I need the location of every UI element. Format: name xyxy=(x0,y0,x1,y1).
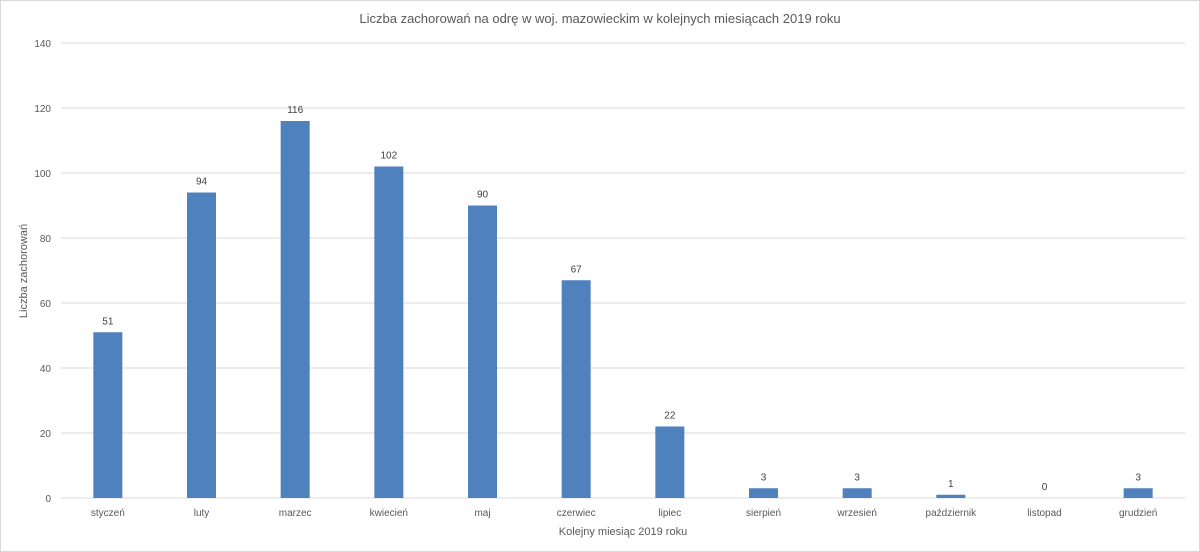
data-label: 116 xyxy=(287,105,303,116)
y-tick-label: 80 xyxy=(40,234,52,245)
x-tick-label: kwiecień xyxy=(370,508,408,519)
data-label: 0 xyxy=(1042,482,1048,493)
y-axis-ticks: 0 20 40 60 80 100 120 140 xyxy=(34,39,51,505)
x-tick-label: maj xyxy=(474,508,490,519)
data-label: 102 xyxy=(380,151,397,162)
x-tick-label: styczeń xyxy=(91,508,125,519)
data-label: 51 xyxy=(102,316,114,327)
data-label: 1 xyxy=(948,479,954,490)
x-axis-label: Kolejny miesiąc 2019 roku xyxy=(559,526,687,538)
data-label: 67 xyxy=(571,264,583,275)
gridlines xyxy=(61,42,1185,499)
y-tick-label: 20 xyxy=(40,429,52,440)
x-tick-label: lipiec xyxy=(658,508,681,519)
y-tick-label: 40 xyxy=(40,364,52,375)
bar xyxy=(842,488,872,498)
data-labels: 51 94 116 102 90 67 22 3 3 1 0 3 xyxy=(102,105,1141,493)
data-label: 90 xyxy=(477,190,489,201)
bar xyxy=(280,121,310,498)
bar xyxy=(374,166,404,498)
x-axis-ticks: styczeń luty marzec kwiecień maj czerwiec lipi… xyxy=(91,508,1157,519)
y-tick-label: 60 xyxy=(40,299,52,310)
y-tick-label: 0 xyxy=(45,494,51,505)
y-tick-label: 100 xyxy=(34,169,51,180)
bar xyxy=(187,192,216,498)
data-label: 22 xyxy=(664,411,676,422)
data-label: 94 xyxy=(196,177,208,188)
y-tick-label: 140 xyxy=(34,39,51,50)
data-label: 3 xyxy=(761,472,767,483)
x-tick-label: marzec xyxy=(279,508,312,519)
bar xyxy=(936,494,966,498)
x-tick-label: listopad xyxy=(1027,508,1061,519)
bar xyxy=(655,426,685,498)
y-tick-label: 120 xyxy=(34,104,51,115)
bar xyxy=(468,205,497,498)
x-tick-label: wrzesień xyxy=(836,508,876,519)
bar xyxy=(561,280,591,498)
bars xyxy=(93,121,1153,498)
x-tick-label: czerwiec xyxy=(557,508,596,519)
bar xyxy=(1123,488,1153,498)
bar xyxy=(749,488,778,498)
x-tick-label: luty xyxy=(194,508,210,519)
data-label: 3 xyxy=(1135,472,1141,483)
bar xyxy=(93,332,123,498)
y-axis-label: Liczba zachorowań xyxy=(18,224,30,318)
x-tick-label: październik xyxy=(926,508,978,519)
x-tick-label: sierpień xyxy=(746,508,781,519)
chart-title: Liczba zachorowań na odrę w woj. mazowie… xyxy=(359,11,840,26)
x-tick-label: grudzień xyxy=(1119,508,1157,519)
data-label: 3 xyxy=(854,472,860,483)
